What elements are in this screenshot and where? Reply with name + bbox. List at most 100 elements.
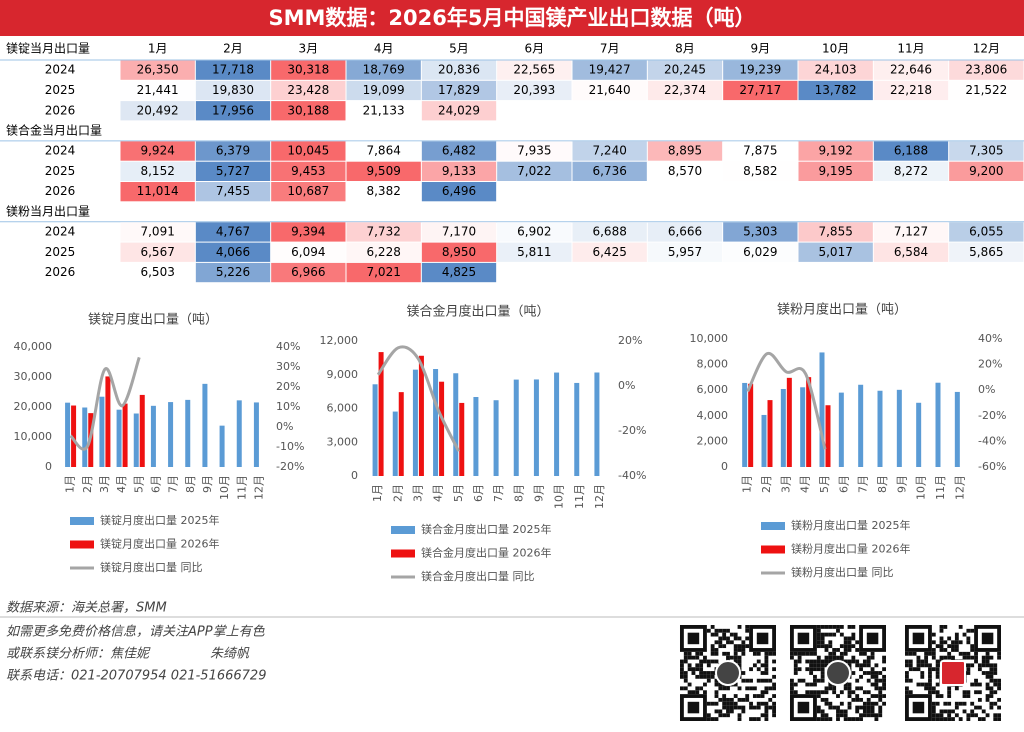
heat-cell xyxy=(873,161,949,181)
y2-tick-label: -20% xyxy=(276,460,304,473)
qr-module xyxy=(939,655,944,660)
qr-module xyxy=(729,640,734,645)
qr-module xyxy=(870,651,875,656)
qr-module xyxy=(680,686,684,691)
qr-module xyxy=(710,674,715,679)
section-label: 镁锭当月出口量 xyxy=(6,42,90,56)
qr-module xyxy=(805,667,810,672)
qr-finder xyxy=(912,701,925,714)
qr-module xyxy=(760,671,765,675)
qr-module xyxy=(832,648,837,652)
qr-module xyxy=(866,713,871,718)
qr-module xyxy=(733,655,738,660)
qr-module xyxy=(793,667,798,672)
bar xyxy=(748,383,754,467)
heat-cell xyxy=(346,101,421,121)
qr-module xyxy=(809,663,814,668)
qr-module xyxy=(726,636,730,641)
y2-tick-label: 20% xyxy=(978,358,1002,371)
qr-module xyxy=(851,717,856,721)
cell-value: 18,769 xyxy=(363,63,405,77)
qr-module xyxy=(805,651,810,656)
qr-module xyxy=(855,678,860,683)
qr-module xyxy=(989,655,994,660)
qr-module xyxy=(726,686,730,691)
bar xyxy=(916,402,922,467)
heat-cell xyxy=(346,262,421,283)
qr-module xyxy=(699,686,704,691)
qr-module xyxy=(916,667,921,672)
qr-module xyxy=(882,686,886,691)
qr-module xyxy=(908,663,913,668)
bar xyxy=(513,379,519,476)
qr-module xyxy=(793,651,798,656)
qr-finder xyxy=(687,701,700,714)
heat-cell xyxy=(195,60,271,80)
qr-module xyxy=(824,632,829,637)
bar xyxy=(253,402,259,467)
qr-module xyxy=(695,651,700,656)
column-header: 6月 xyxy=(525,42,545,56)
qr-module xyxy=(954,648,959,652)
qr-module xyxy=(824,659,829,664)
qr-module xyxy=(801,678,806,683)
heat-cell xyxy=(949,60,1024,80)
x-tick-label: 7月 xyxy=(492,484,505,502)
qr-module xyxy=(820,667,825,672)
legend-swatch xyxy=(761,545,785,554)
qr-module xyxy=(714,640,719,645)
qr-module xyxy=(749,678,753,683)
qr-module xyxy=(866,663,871,668)
qr-logo xyxy=(825,660,851,686)
qr-module xyxy=(935,671,940,675)
heat-cell xyxy=(798,80,873,101)
qr-module xyxy=(866,659,871,664)
qr-module xyxy=(718,686,723,691)
qr-module xyxy=(813,659,817,664)
cell-value: 9,394 xyxy=(291,224,325,238)
qr-module xyxy=(816,705,821,710)
cell-value: 4,767 xyxy=(216,224,250,238)
cell-value: 8,272 xyxy=(894,164,928,178)
qr-module xyxy=(726,628,730,633)
cell-value: 10,045 xyxy=(287,144,329,158)
qr-module xyxy=(878,705,883,710)
heat-cell xyxy=(271,60,346,80)
heat-cell xyxy=(723,242,798,262)
qr-module xyxy=(970,628,975,633)
qr-module xyxy=(726,655,730,660)
cell-value: 6,482 xyxy=(442,144,476,158)
x-tick-label: 4月 xyxy=(432,484,445,502)
qr-module xyxy=(820,671,825,675)
qr-module xyxy=(862,709,867,714)
qr-module xyxy=(722,697,727,702)
qr-module xyxy=(726,709,730,714)
qr-module xyxy=(847,636,852,641)
qr-module xyxy=(832,690,837,695)
qr-module xyxy=(843,717,848,721)
qr-module xyxy=(966,628,971,633)
bar xyxy=(139,394,145,467)
y2-tick-label: 20% xyxy=(618,334,642,347)
bar xyxy=(838,392,844,467)
qr-module xyxy=(878,671,883,675)
heat-cell xyxy=(572,161,647,181)
y2-tick-label: 20% xyxy=(276,380,300,393)
cell-value: 9,192 xyxy=(818,144,852,158)
qr-module xyxy=(989,663,994,668)
heat-cell xyxy=(271,101,346,121)
qr-module xyxy=(958,717,963,721)
qr-module xyxy=(908,678,913,683)
qr-module xyxy=(954,632,959,637)
cell-value: 22,374 xyxy=(664,83,706,97)
qr-module xyxy=(745,636,750,641)
qr-module xyxy=(824,655,829,660)
bar xyxy=(761,414,767,467)
qr-module xyxy=(843,640,848,645)
qr-module xyxy=(878,709,883,714)
cell-value: 21,640 xyxy=(589,83,631,97)
qr-module xyxy=(997,705,1001,710)
qr-module xyxy=(866,678,871,683)
qr-module xyxy=(737,636,742,641)
qr-module xyxy=(974,682,978,687)
